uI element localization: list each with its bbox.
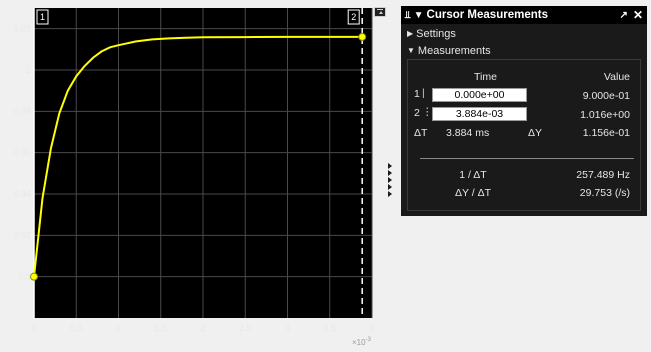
y-tick-label: 0.98 bbox=[13, 106, 31, 116]
splitter-arrow-icon bbox=[388, 177, 392, 183]
time-column-header: Time bbox=[474, 71, 497, 83]
panel-splitter[interactable] bbox=[388, 163, 396, 203]
cursor-markers bbox=[30, 32, 367, 281]
settings-section[interactable]: ▶ Settings bbox=[401, 26, 647, 41]
measurements-label: Measurements bbox=[417, 44, 491, 57]
cursor-2-label: 2 bbox=[414, 107, 420, 119]
inverse-delta-t-value: 257.489 Hz bbox=[576, 169, 630, 181]
cursor-1-tag-label: 1 bbox=[40, 12, 45, 22]
slope-label: ΔY / ΔT bbox=[454, 187, 491, 199]
collapse-panel-icon[interactable]: ▼ bbox=[413, 9, 424, 21]
scope-view: 1.02 1 0.98 0.96 0.94 0.92 0.9 0 0.5 1 1.5 2 2.5 3 3.… bbox=[0, 0, 400, 352]
signal-line bbox=[33, 35, 363, 277]
cursor-1-tag bbox=[36, 9, 49, 25]
measurements-section[interactable]: ▼ Measurements bbox=[401, 43, 647, 58]
splitter-arrow-icon bbox=[388, 170, 392, 176]
inverse-delta-t-label: 1 / ΔT bbox=[459, 169, 487, 181]
splitter-arrow-icon bbox=[388, 191, 392, 197]
collapse-icon: ▼ bbox=[407, 46, 415, 55]
value-column-header: Value bbox=[603, 71, 630, 83]
panel-header: ⫫ ▼ Cursor Measurements ↗ ✕ bbox=[401, 6, 647, 24]
cursor-2-tag-label: 2 bbox=[351, 12, 356, 22]
x-tick-label: 1.5 bbox=[154, 323, 167, 333]
pin-icon[interactable]: ⫫ bbox=[405, 9, 411, 21]
undock-panel-icon[interactable]: ↗ bbox=[619, 9, 628, 21]
cursor-1-label: 1 bbox=[414, 88, 420, 100]
y-tick-label: 0.9 bbox=[18, 272, 31, 282]
settings-label: Settings bbox=[416, 27, 456, 40]
y-tick-label: 0.92 bbox=[13, 230, 31, 240]
expand-icon: ▶ bbox=[407, 29, 414, 38]
cursor-1-time-field[interactable]: 0.000e+00 bbox=[432, 88, 527, 102]
divider bbox=[420, 158, 634, 159]
cursor-2-value: 1.016e+00 bbox=[580, 109, 630, 121]
x-tick-label: 0.5 bbox=[70, 323, 83, 333]
cursor-2-time-field[interactable]: 3.884e-03 bbox=[432, 107, 527, 121]
x-tick-label: 0 bbox=[31, 323, 36, 333]
x-tick-label: 3 bbox=[285, 323, 290, 333]
cursor-2-tag bbox=[347, 9, 360, 25]
x-tick-label: 3.5 bbox=[323, 323, 336, 333]
close-icon[interactable]: ✕ bbox=[632, 8, 643, 22]
y-tick-label: 0.96 bbox=[13, 148, 31, 158]
cursor-2-line-icon: ⋮ bbox=[422, 106, 433, 118]
cursor-measurements-panel: ⫫ ▼ Cursor Measurements ↗ ✕ ▶ Settings ▼… bbox=[401, 6, 647, 216]
cursor-1-value: 9.000e-01 bbox=[582, 90, 630, 102]
cursor-1-line-icon: | bbox=[422, 87, 425, 99]
x-axis-ticks: 0 0.5 1 1.5 2 2.5 3 3.5 4 bbox=[31, 323, 374, 333]
splitter-arrow-icon bbox=[388, 163, 392, 169]
panel-title: Cursor Measurements bbox=[426, 9, 548, 21]
y-tick-label: 0.94 bbox=[13, 189, 31, 199]
delta-y-value: 1.156e-01 bbox=[582, 127, 630, 139]
splitter-arrow-icon bbox=[388, 184, 392, 190]
x-tick-label: 4 bbox=[369, 323, 374, 333]
x-tick-label: 1 bbox=[116, 323, 121, 333]
x-axis-multiplier: ×10-3 bbox=[352, 337, 372, 347]
undock-icon[interactable] bbox=[374, 7, 386, 17]
cursor-1-marker bbox=[30, 272, 38, 281]
x-tick-label: 2.5 bbox=[239, 323, 252, 333]
slope-value: 29.753 (/s) bbox=[579, 187, 630, 199]
x-tick-label: 2 bbox=[200, 323, 205, 333]
y-axis-ticks: 1.02 1 0.98 0.96 0.94 0.92 0.9 bbox=[13, 24, 31, 282]
y-tick-label: 1 bbox=[26, 65, 31, 75]
cursor-2-marker bbox=[358, 32, 367, 41]
measurements-table: Time Value 1 | 0.000e+00 9.000e-01 2 ⋮ 3… bbox=[407, 59, 641, 211]
delta-t-label: ΔT bbox=[414, 127, 428, 139]
scope-plot[interactable]: 1.02 1 0.98 0.96 0.94 0.92 0.9 0 0.5 1 1.5 2 2.5 3 3.… bbox=[0, 0, 400, 352]
delta-t-value: 3.884 ms bbox=[446, 127, 490, 139]
y-tick-label: 1.02 bbox=[13, 24, 31, 34]
delta-y-label: ΔY bbox=[528, 127, 543, 139]
